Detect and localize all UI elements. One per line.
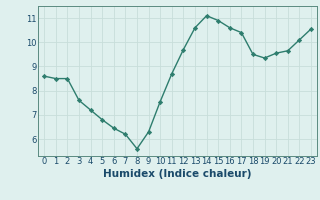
X-axis label: Humidex (Indice chaleur): Humidex (Indice chaleur) [103, 169, 252, 179]
